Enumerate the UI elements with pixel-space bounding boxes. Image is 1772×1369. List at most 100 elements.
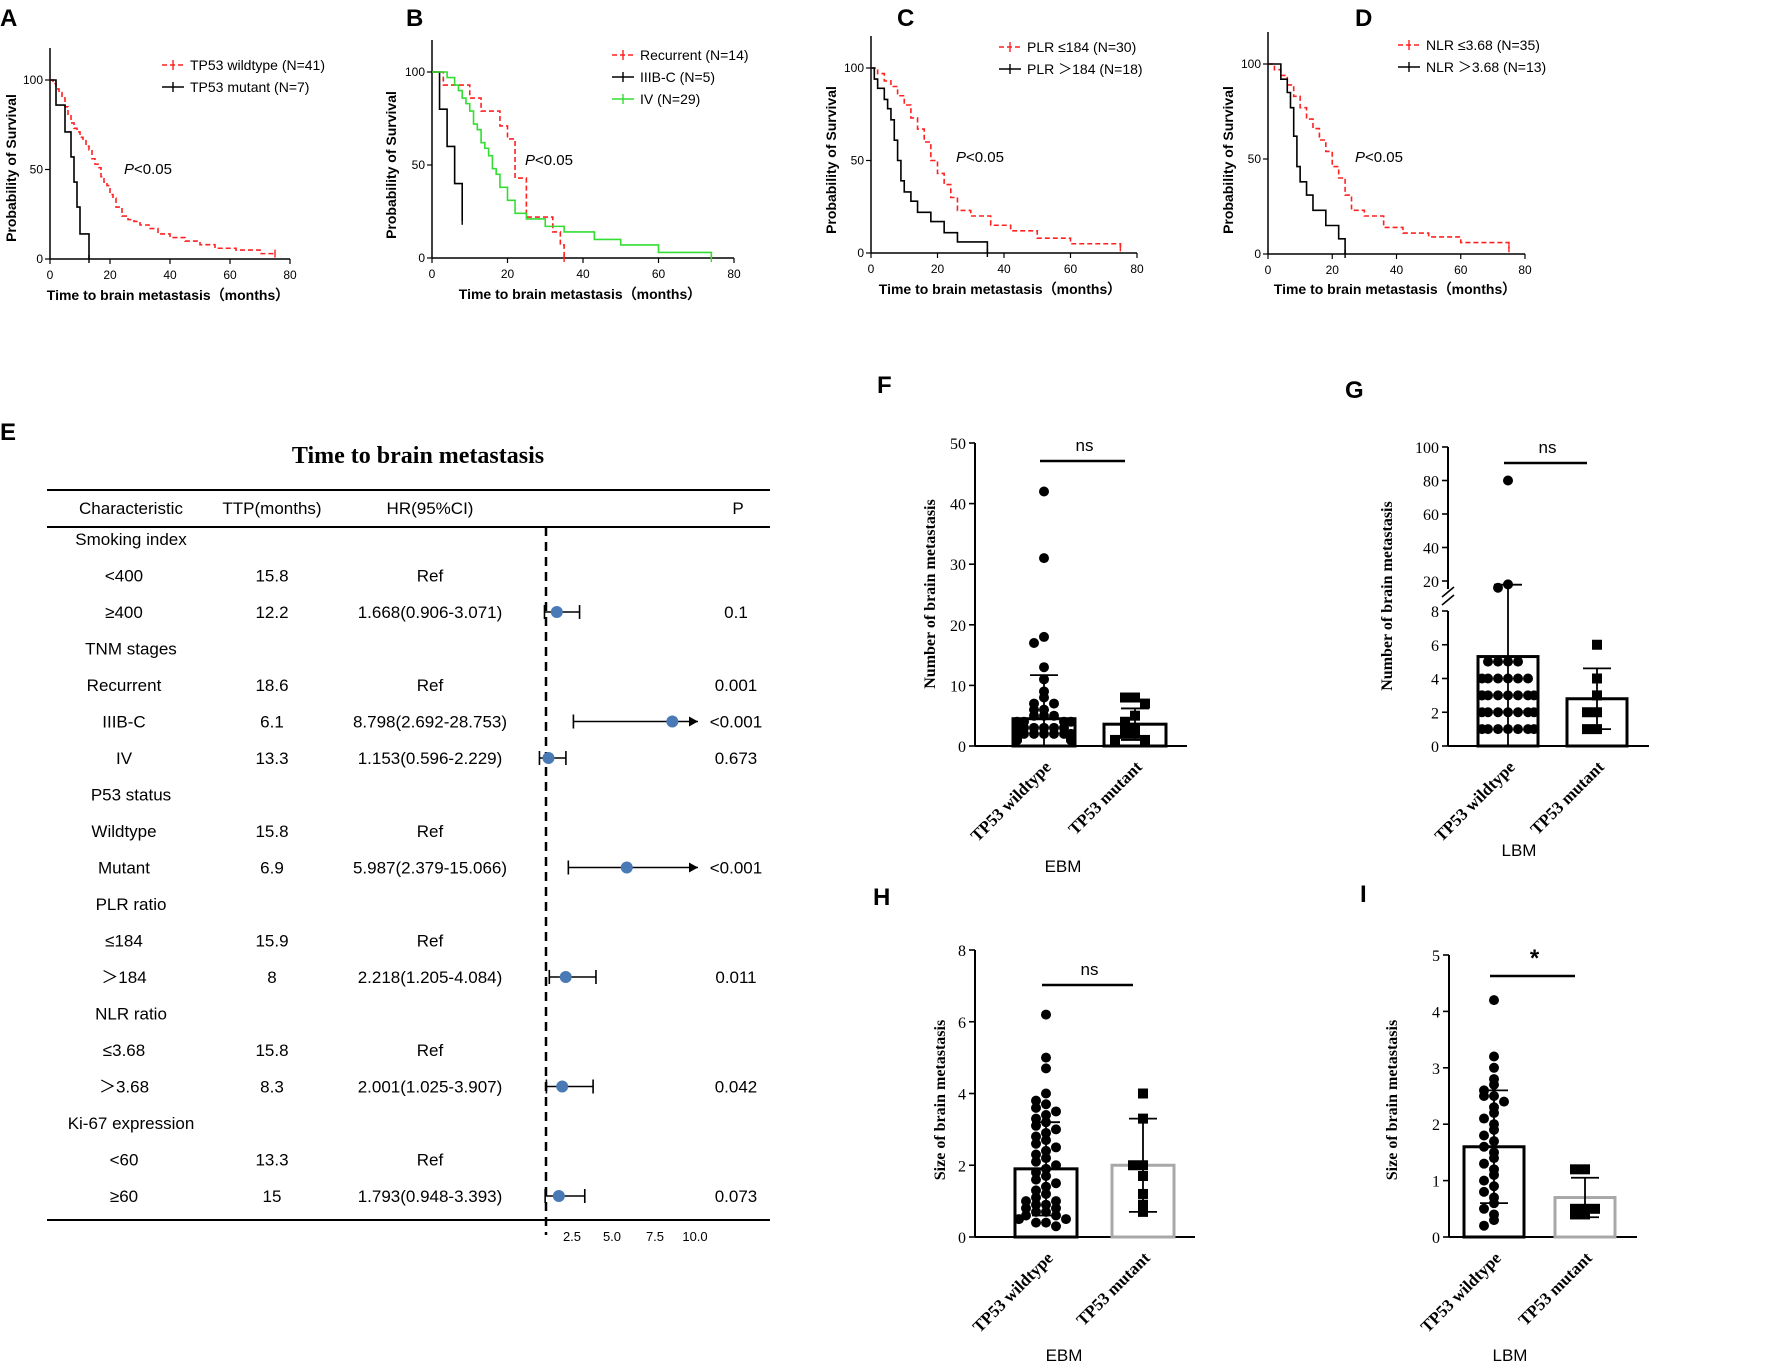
y-tick-label: 0 [958, 1230, 966, 1247]
data-point [1477, 673, 1487, 684]
ci-arrow [689, 716, 698, 727]
p-value-label: P<0.05 [1355, 149, 1403, 166]
survival-curve [50, 79, 275, 255]
data-point [1503, 475, 1513, 486]
data-point [1592, 639, 1602, 650]
ci-arrow [689, 862, 698, 873]
y-axis-label: Size of brain metastasis [932, 1020, 949, 1180]
legend-label: Recurrent (N=14) [640, 47, 749, 63]
data-point [1051, 1106, 1061, 1117]
forest-hr: Ref [417, 1151, 444, 1170]
data-point [1479, 1203, 1489, 1214]
y-tick-label: 6 [1431, 638, 1439, 655]
forest-ttp: 12.2 [255, 603, 288, 622]
category-label: TP53 wildtype [967, 757, 1055, 845]
data-point [1513, 724, 1523, 735]
forest-row-label: Wildtype [91, 822, 156, 841]
forest-ttp: 13.3 [255, 749, 288, 768]
forest-row-label: ≤3.68 [103, 1041, 145, 1060]
data-point [1041, 1052, 1051, 1063]
y-tick-label: 100 [405, 65, 425, 79]
panel-label-f: F [877, 372, 892, 399]
data-point [1031, 1102, 1041, 1113]
x-tick-label: 0 [1265, 263, 1272, 277]
data-point [1489, 1136, 1499, 1147]
data-point [1138, 1088, 1148, 1099]
x-tick-label: 80 [1130, 262, 1144, 276]
y-tick-label: 30 [950, 557, 966, 574]
data-point [1479, 1141, 1489, 1152]
panel-label-b: B [406, 5, 423, 32]
y-tick-label: 0 [1432, 1230, 1440, 1247]
x-tick-label: 40 [997, 262, 1011, 276]
panel-label-e: E [0, 419, 16, 446]
data-point [1138, 1199, 1148, 1210]
survival-curve [50, 79, 90, 259]
y-tick-label: 4 [958, 1087, 966, 1104]
y-tick-label: 2 [1431, 705, 1439, 722]
forest-hr: 1.793(0.948-3.393) [358, 1187, 503, 1206]
data-point [1580, 1209, 1590, 1220]
data-point [1014, 1214, 1024, 1225]
data-point [1493, 656, 1503, 667]
forest-row-label: IIIB-C [102, 713, 145, 732]
hr-point [550, 606, 563, 618]
data-point [1590, 1203, 1600, 1214]
significance-label: ns [1076, 436, 1094, 455]
x-tick-label: 20 [931, 262, 945, 276]
data-point [1138, 1171, 1148, 1182]
data-point [1120, 716, 1130, 727]
data-point [1503, 579, 1513, 590]
data-point [1489, 1198, 1499, 1209]
header-ttp: TTP(months) [222, 499, 321, 518]
data-point [1138, 1188, 1148, 1199]
x-tick-label: 40 [1390, 263, 1404, 277]
category-label: TP53 mutant [1515, 1248, 1596, 1329]
forest-p: 0.042 [715, 1078, 758, 1097]
group-label: LBM [1493, 1346, 1528, 1365]
group-label: LBM [1502, 841, 1537, 860]
data-point [1140, 734, 1150, 745]
y-tick-label: 8 [1431, 604, 1439, 621]
data-point [1479, 1158, 1489, 1169]
data-point [1039, 710, 1049, 721]
data-point [1031, 1131, 1041, 1142]
y-tick-label: 50 [1248, 152, 1262, 166]
km-chart-a: 0 20 40 60 80 0 50 100 Time to brain metastasis（… [3, 48, 325, 303]
data-point [1031, 1120, 1041, 1131]
y-axis-label: Size of brain metastasis [1384, 1020, 1401, 1180]
forest-row-label: ≤184 [105, 932, 143, 951]
data-point [1031, 1217, 1041, 1228]
x-tick-label: 0 [429, 267, 436, 281]
data-point [1489, 1181, 1499, 1192]
data-point [1477, 690, 1487, 701]
data-point [1493, 582, 1503, 593]
x-axis-label: Time to brain metastasis（months） [879, 281, 1121, 297]
forest-ttp: 13.3 [255, 1151, 288, 1170]
data-point [1031, 1156, 1041, 1167]
hr-point [620, 861, 633, 874]
y-tick-label: 0 [418, 251, 425, 265]
y-tick-label: 0 [958, 739, 966, 756]
data-point [1477, 724, 1487, 735]
y-tick-label: 1 [1432, 1174, 1440, 1191]
data-point [1051, 1178, 1061, 1189]
data-point [1041, 1153, 1051, 1164]
data-point [1039, 553, 1049, 564]
y-tick-label: 100 [1241, 57, 1261, 71]
category-label: TP53 mutant [1073, 1248, 1154, 1329]
data-point [1592, 690, 1602, 701]
forest-row-label: <400 [105, 567, 143, 586]
data-point [1529, 707, 1539, 718]
data-point [1529, 724, 1539, 735]
header-hr: HR(95%CI) [387, 499, 474, 518]
survival-curve [871, 67, 1122, 248]
forest-ttp: 8.3 [260, 1078, 284, 1097]
forest-row-label: ＞3.68 [99, 1078, 149, 1097]
y-tick-label: 50 [851, 154, 865, 168]
data-point [1130, 728, 1140, 739]
data-point [1031, 1174, 1041, 1185]
data-point [1029, 710, 1039, 721]
forest-axis-tick: 5.0 [603, 1229, 621, 1244]
hr-point [552, 1190, 565, 1202]
